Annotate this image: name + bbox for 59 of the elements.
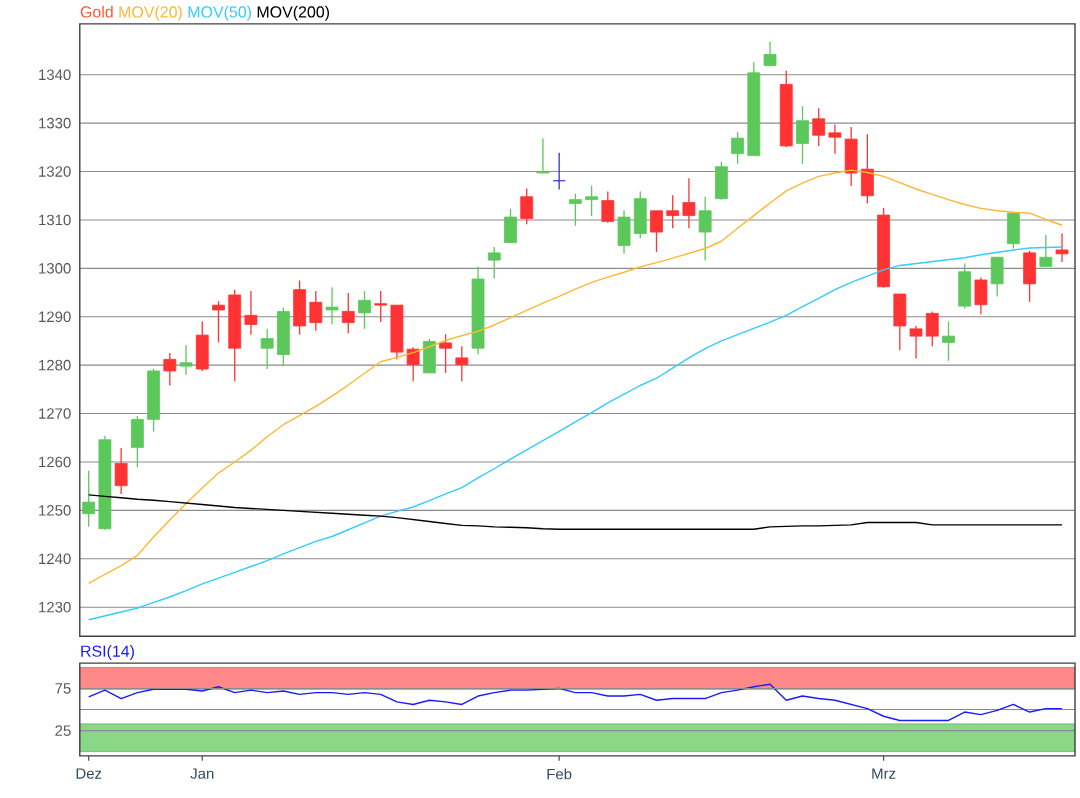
candlestick bbox=[244, 290, 258, 336]
y-tick-label: 1260 bbox=[39, 456, 71, 468]
y-tick-label: 1310 bbox=[39, 214, 71, 226]
x-tick-label: Feb bbox=[547, 768, 572, 780]
candlestick bbox=[341, 292, 355, 334]
candlestick bbox=[406, 346, 420, 382]
y-tick-label: 1270 bbox=[39, 408, 71, 419]
candlestick bbox=[698, 196, 712, 261]
candlestick bbox=[650, 210, 663, 253]
x-tick-label: Jan bbox=[190, 768, 214, 779]
y-tick-label: 1240 bbox=[39, 553, 71, 565]
candlestick bbox=[666, 194, 680, 229]
y-tick-label: 1280 bbox=[39, 359, 71, 371]
text: RSI(14) bbox=[81, 645, 134, 661]
x-tick-label: Dez bbox=[76, 768, 102, 779]
candlestick bbox=[925, 310, 939, 348]
candlestick bbox=[212, 300, 225, 344]
candlestick bbox=[536, 137, 550, 174]
x-tick-label: Mrz bbox=[872, 768, 896, 779]
y-tick-label: 1340 bbox=[39, 69, 71, 81]
candlestick bbox=[325, 286, 339, 326]
y-tick-label: 1230 bbox=[39, 601, 71, 613]
candlestick bbox=[909, 325, 923, 360]
y-tick-label: 75 bbox=[55, 683, 71, 694]
y-tick-label: 1330 bbox=[39, 117, 71, 129]
candlestick bbox=[163, 352, 177, 387]
candlestick bbox=[552, 152, 566, 191]
candlestick bbox=[487, 246, 501, 280]
y-tick-label: 1250 bbox=[39, 505, 71, 516]
text: MOV(20) bbox=[119, 5, 182, 21]
y-tick-label: 1300 bbox=[39, 263, 71, 274]
candlestick bbox=[828, 124, 842, 155]
candlestick bbox=[260, 328, 274, 370]
y-tick-label: 1290 bbox=[39, 311, 71, 323]
candlestick bbox=[568, 193, 582, 227]
candlestick bbox=[942, 321, 955, 362]
candlestick bbox=[585, 185, 598, 217]
candlestick bbox=[439, 333, 452, 374]
candlestick bbox=[1055, 232, 1069, 263]
y-tick-label: 25 bbox=[55, 725, 71, 736]
candlestick bbox=[1039, 234, 1053, 268]
candlestick bbox=[114, 447, 128, 495]
candlestick bbox=[309, 290, 323, 332]
candlestick bbox=[520, 187, 534, 226]
candlestick bbox=[601, 190, 615, 224]
candlestick bbox=[763, 41, 777, 67]
text: Gold bbox=[80, 5, 113, 18]
candlestick bbox=[179, 344, 193, 376]
text: MOV(200) bbox=[257, 5, 330, 21]
candlestick bbox=[682, 177, 696, 229]
candlestick bbox=[82, 470, 96, 528]
candlestick bbox=[358, 290, 371, 330]
candlestick bbox=[796, 105, 809, 165]
candlestick bbox=[812, 107, 826, 147]
candlestick bbox=[731, 131, 744, 165]
candlestick bbox=[455, 345, 469, 382]
candlestick bbox=[374, 290, 388, 323]
text: MOV(50) bbox=[188, 5, 251, 21]
y-tick-label: 1320 bbox=[39, 166, 71, 177]
